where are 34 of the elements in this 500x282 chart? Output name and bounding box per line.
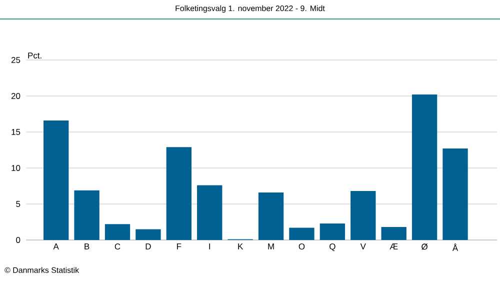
x-tick-label: Ø (422, 244, 428, 250)
y-tick-label: 0 (16, 237, 20, 243)
x-tick-label: D (146, 244, 151, 250)
bar (197, 185, 222, 240)
y-tick-label: 10 (12, 165, 20, 171)
x-tick-label: A (53, 244, 59, 250)
bar (320, 223, 346, 240)
x-tick-label: M (268, 244, 274, 250)
y-tick-label: 5 (16, 201, 20, 207)
x-tick-label: O (298, 244, 305, 250)
y-axis-title: Pct. (28, 52, 42, 58)
bar (258, 192, 284, 240)
bar (289, 228, 314, 240)
y-tick-label: 15 (12, 129, 20, 135)
bar (166, 147, 192, 240)
x-tick-label: Æ (390, 244, 398, 250)
bar (412, 94, 438, 240)
x-tick-label: V (360, 244, 366, 250)
x-tick-label: F (177, 244, 182, 250)
bar (44, 120, 69, 240)
bar (136, 229, 161, 240)
bar (74, 190, 100, 240)
x-tick-label: K (238, 244, 244, 250)
y-tick-label: 20 (11, 93, 20, 99)
y-tick-label: 25 (11, 57, 20, 63)
x-tick-label: B (84, 244, 90, 250)
bar (442, 148, 468, 240)
x-tick-label: Q (330, 244, 336, 252)
bar (104, 224, 130, 240)
x-tick-label: C (114, 244, 120, 250)
x-tick-label: Å (452, 244, 458, 251)
x-tick-label: I (209, 244, 210, 250)
bar (350, 191, 376, 240)
bar (381, 227, 406, 240)
